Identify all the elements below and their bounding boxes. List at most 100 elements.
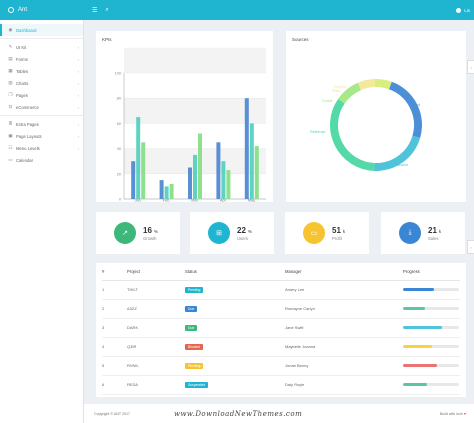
table-row[interactable]: 4 Q3IR Blocked Maybelle Joanna [102,337,460,357]
sidebar-item-menu-levels[interactable]: ☷ Menu Levels › [0,142,83,154]
progress-bar [403,383,459,386]
x-tick-label: Jan. [135,199,142,202]
slice-label: Direct [410,103,421,107]
manager-name: Daly Royle [285,375,403,395]
kpis-bar-chart: ABC020406080100Jan.Feb.Mar.Apr.May. [115,47,266,202]
status-badge: Blocked [185,343,204,350]
sidebar-item-page-layouts[interactable]: ▣ Page Layouts › [0,130,83,142]
list-icon: ☷ [8,145,13,150]
y-tick-label: 20 [117,172,121,176]
sidebar-item-tables[interactable]: ▦ Tables › [0,65,83,77]
logo-icon [8,7,14,13]
project-name: RESA [127,375,185,395]
y-tick-label: 60 [117,122,121,126]
stat-value: 22% [237,225,252,235]
sidebar-item-forms[interactable]: ▤ Forms › [0,53,83,65]
chevron-right-icon: › [77,68,79,74]
bar [188,167,192,199]
progress-fill [403,383,427,386]
bar [254,146,259,199]
sidebar-item-label: Menu Levels [16,145,40,151]
y-tick-label: 0 [119,198,121,202]
sidebar-item-dashboard[interactable]: ◉ Dashboard [0,24,83,36]
column-header: Manager [285,263,403,281]
sidebar-item-label: Extra Pages [16,121,39,127]
menu-icon[interactable]: ☰ [92,7,98,14]
table-row[interactable]: 2 A3ZZ Due Romayne Carlyn [102,299,460,319]
sidebar-item-extra-pages[interactable]: ≣ Extra Pages › [0,118,83,130]
cart-icon: ⊡ [8,104,13,109]
sidebar-item-calendar[interactable]: ▭ Calendar [0,154,83,166]
bar [244,98,249,199]
stat-card-sales: ⤓ 21 k Sales [381,212,465,254]
bar [193,154,197,199]
sidebar-item-charts[interactable]: ▥ Charts › [0,77,83,89]
x-tick-label: Mar. [191,199,198,202]
chart-line-icon: ↗ [114,222,136,244]
side-tab-toggle[interactable]: › [467,60,474,74]
progress-fill [403,307,426,310]
donut-slice [388,81,422,138]
stat-label: Profit [332,235,342,241]
table-row[interactable]: 1 THILT Pending Amery Lee [102,280,460,300]
progress-bar [403,326,459,329]
stat-value: 51 k [332,225,346,235]
project-name: A3ZZ [127,299,185,319]
sidebar-item-pages[interactable]: ❐ Pages › [0,89,83,101]
chart-icon: ▥ [8,80,13,85]
user-label: Lis [464,7,470,13]
manager-name: Jonah Benny [285,356,403,376]
x-tick-label: Feb. [163,199,171,202]
sidebar-item-ecommerce[interactable]: ⊡ eCommerce › [0,101,83,113]
progress-fill [403,345,433,348]
built-with-love: Build with love ♥ [439,411,466,416]
watermark: www.DownloadNewThemes.com [173,409,303,418]
side-tab-toggle[interactable]: › [467,240,474,254]
progress-cell [403,375,460,395]
manager-name: Jane Swift [285,318,403,338]
status-cell: Pending [185,356,285,376]
avatar [456,7,462,13]
stat-label: Sales [428,235,439,241]
grid-band [124,47,266,73]
project-name: THILT [127,280,185,300]
status-badge: Pending [185,286,204,293]
status-cell: Suspended [185,375,285,395]
table-row[interactable]: 3 DARK Due Jane Swift [102,318,460,338]
table-row[interactable]: 6 RESA Suspended Daly Royle [102,375,460,395]
brand-name: Ant [18,7,28,13]
card-title: Sources [292,37,309,42]
card-title: KPIs [102,37,112,42]
progress-bar [403,345,459,348]
layout-icon: ▣ [8,133,13,138]
brand[interactable]: Ant [0,7,84,13]
sidebar-item-label: Charts [16,80,29,86]
projects-table: # Project Status Manager Progress 1 THILT… [102,263,460,395]
y-tick-label: 100 [115,72,121,76]
donut-slice [330,99,375,171]
user-menu[interactable]: Lis [456,7,470,13]
search-icon[interactable]: ⌕ [105,6,109,13]
bar [198,133,202,199]
status-cell: Due [185,318,285,338]
donut-slice [374,79,392,90]
status-cell: Due [185,299,285,319]
chevron-right-icon: › [77,121,79,127]
table-row[interactable]: 5 RVNIL Pending Jonah Benny [102,356,460,376]
donut-slice [338,82,362,104]
bar [249,123,254,199]
progress-bar [403,307,459,310]
progress-bar [403,364,459,367]
row-number: 1 [102,280,127,300]
status-cell: Blocked [185,337,285,357]
progress-cell [403,337,460,357]
row-number: 6 [102,375,127,395]
slice-label: Display [334,85,347,89]
sidebar-item-label: Dashboard [16,27,37,33]
y-tick-label: 40 [117,147,121,151]
progress-fill [403,364,437,367]
download-icon: ⤓ [399,222,421,244]
sidebar-item-ui-kit[interactable]: ✎ UI Kit › [0,41,83,53]
slice-label: Social [322,99,332,103]
sidebar-item-label: UI Kit [16,44,27,50]
